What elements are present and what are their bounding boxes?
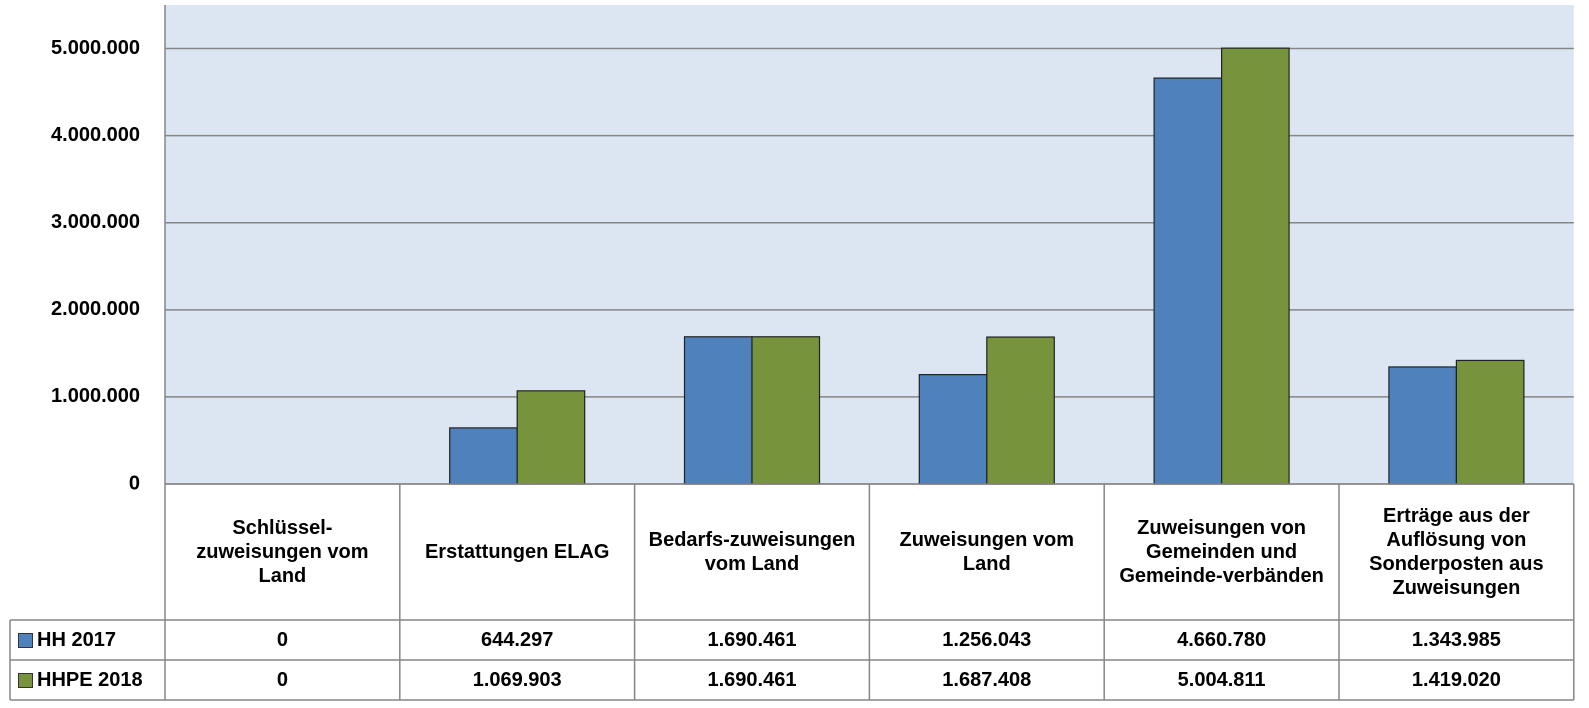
category-label: Zuweisungen vom Land [899,529,1075,575]
legend-swatch [18,632,33,648]
value-cell: 1.419.020 [1411,669,1501,691]
bar [1388,366,1458,485]
y-tick-label: 2.000.000 [51,298,140,320]
y-tick-label: 1.000.000 [51,385,140,407]
category-label: Bedarfs-zuweisungen vom Land [648,529,856,575]
value-cell: 0 [276,669,288,691]
bar [516,390,586,485]
value-cell: 4.660.780 [1177,629,1267,651]
bar [1220,47,1290,485]
legend-swatch [18,672,33,688]
y-tick-label: 0 [129,472,140,494]
bar [986,336,1055,485]
y-tick-label: 4.000.000 [51,124,140,146]
bar [1455,359,1525,485]
y-tick-label: 5.000.000 [51,37,140,59]
value-cell: 1.690.461 [707,669,797,691]
bar [449,427,518,485]
value-cell: 5.004.811 [1177,669,1266,691]
category-label: Schlüssel-zuweisungen vom Land [196,517,369,587]
value-cell: 1.343.985 [1411,629,1501,651]
value-cell: 0 [276,629,288,651]
value-cell: 1.690.461 [707,629,797,651]
legend-label: HHPE 2018 [37,669,143,691]
legend-entry: HHPE 2018 [10,660,165,700]
value-cell: 644.297 [481,629,554,651]
category-label: Zuweisungen von Gemeinden und Gemeinde-v… [1119,517,1324,587]
bar [918,374,988,485]
value-cell: 1.687.408 [942,669,1032,691]
value-cell: 1.069.903 [472,669,562,691]
bar [751,336,821,485]
legend-entry: HH 2017 [10,620,165,660]
y-tick-label: 3.000.000 [51,211,140,233]
category-label: Erstattungen ELAG [424,541,610,563]
bar [683,336,753,485]
category-label: Erträge aus der Auflösung von Sonderpost… [1369,505,1544,599]
plot-area [165,5,1574,484]
bar [1153,77,1223,485]
legend-label: HH 2017 [37,629,116,651]
value-cell: 1.256.043 [942,629,1032,651]
